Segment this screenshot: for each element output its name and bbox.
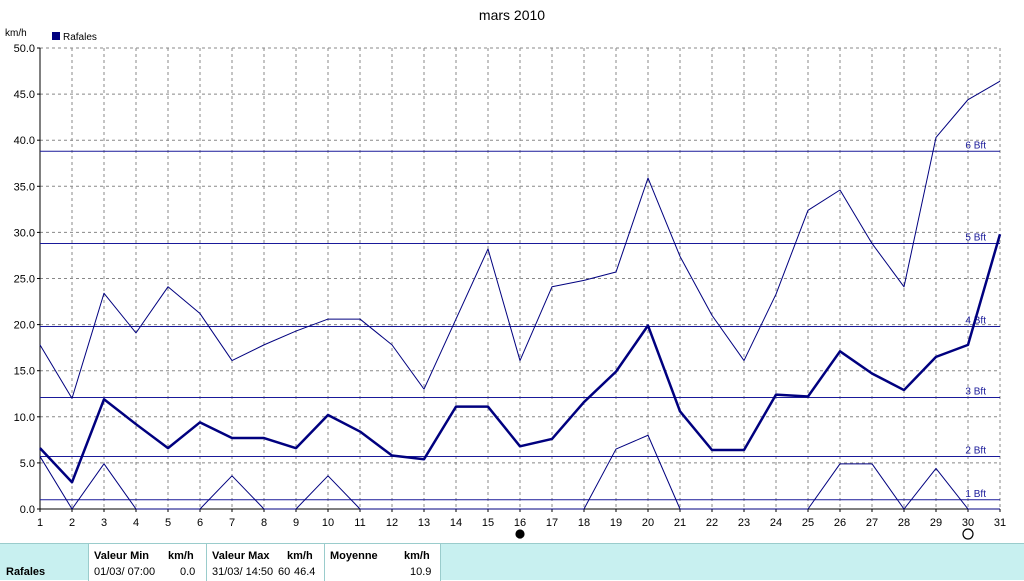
min-value: 0.0 (180, 566, 196, 578)
beaufort-label: 1 Bft (965, 489, 986, 500)
min-time: 01/03/ 07:00 (94, 566, 156, 578)
y-tick-label: 10.0 (14, 412, 35, 424)
max-time-extra: 60 (278, 566, 291, 578)
stats-panel-body (88, 544, 440, 581)
max-value: 46.4 (294, 566, 316, 578)
divider (324, 544, 325, 581)
y-tick-label: 5.0 (20, 458, 35, 470)
x-tick-label: 13 (418, 517, 430, 529)
avg-value: 10.9 (410, 566, 432, 578)
legend-swatch (52, 32, 60, 40)
divider (440, 544, 441, 581)
x-tick-label: 10 (322, 517, 334, 529)
x-tick-label: 27 (866, 517, 878, 529)
x-tick-label: 31 (994, 517, 1006, 529)
min-unit: km/h (168, 550, 194, 562)
x-tick-label: 29 (930, 517, 942, 529)
series-line-minimum (39, 434, 1000, 510)
x-tick-label: 15 (482, 517, 494, 529)
x-tick-label: 14 (450, 517, 462, 529)
x-tick-label: 6 (197, 517, 203, 529)
y-tick-label: 50.0 (14, 43, 35, 55)
x-tick-label: 3 (101, 517, 107, 529)
min-header: Valeur Min (94, 550, 150, 562)
plot-area: 0.0 5.0 10.0 15.0 20.0 25.0 30.0 35.0 40.0 45.0 50… (14, 43, 1006, 540)
max-time: 31/03/ 14:50 (212, 566, 274, 578)
x-tick-label: 22 (706, 517, 718, 529)
x-tick-label: 20 (642, 517, 654, 529)
stats-panel: Rafales Valeur Min km/h 01/03/ 07:00 0.0… (0, 543, 1024, 581)
x-tick-label: 16 (514, 517, 526, 529)
x-tick-label: 12 (386, 517, 398, 529)
avg-header: Moyenne (330, 550, 378, 562)
beaufort-label: 6 Bft (965, 140, 986, 151)
beaufort-label: 5 Bft (965, 232, 986, 243)
x-tick-label: 2 (69, 517, 75, 529)
max-unit: km/h (287, 550, 313, 562)
series-line-average (39, 233, 1002, 484)
y-tick-label: 45.0 (14, 89, 35, 101)
chart-title: mars 2010 (479, 7, 545, 23)
x-tick-label: 11 (354, 517, 365, 529)
x-tick-label: 9 (293, 517, 299, 529)
max-header: Valeur Max (212, 550, 270, 562)
x-tick-label: 17 (546, 517, 558, 529)
avg-unit: km/h (404, 550, 430, 562)
x-tick-label: 18 (578, 517, 590, 529)
x-tick-label: 4 (133, 517, 139, 529)
chart-svg: mars 2010 km/h Rafales 0.0 5.0 10.0 15.0 20.… (5, 7, 1006, 540)
y-axis-label: km/h (5, 28, 27, 39)
x-tick-label: 5 (165, 517, 171, 529)
y-tick-label: 20.0 (14, 320, 35, 332)
x-tick-label: 21 (674, 517, 686, 529)
legend-label: Rafales (63, 32, 97, 43)
series-name: Rafales (6, 566, 46, 578)
x-tick-label: 30 (962, 517, 974, 529)
series-line-maximum (39, 80, 1001, 399)
chart: mars 2010 km/h Rafales 0.0 5.0 10.0 15.0 20.… (5, 7, 1006, 540)
y-tick-label: 35.0 (14, 181, 35, 193)
new-moon-icon (515, 529, 525, 539)
x-tick-label: 7 (229, 517, 235, 529)
beaufort-label: 3 Bft (965, 386, 986, 397)
y-tick-label: 0.0 (20, 504, 35, 516)
divider (206, 544, 207, 581)
y-tick-label: 15.0 (14, 366, 35, 378)
full-moon-icon (962, 528, 974, 540)
beaufort-label: 2 Bft (965, 445, 986, 456)
x-tick-label: 19 (610, 517, 622, 529)
y-tick-label: 40.0 (14, 135, 35, 147)
y-tick-label: 30.0 (14, 227, 35, 239)
x-tick-label: 8 (261, 517, 267, 529)
y-tick-label: 25.0 (14, 274, 35, 286)
x-tick-label: 26 (834, 517, 846, 529)
x-tick-label: 1 (37, 517, 43, 529)
x-tick-label: 28 (898, 517, 910, 529)
x-tick-label: 23 (738, 517, 750, 529)
divider (88, 544, 89, 581)
x-tick-label: 25 (802, 517, 814, 529)
x-tick-label: 24 (770, 517, 782, 529)
